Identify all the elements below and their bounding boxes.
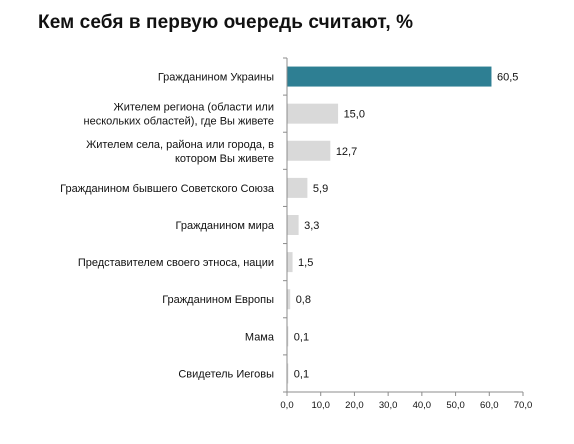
category-label-line: Гражданином мира bbox=[176, 220, 275, 232]
value-label: 60,5 bbox=[497, 72, 518, 84]
category-label: Свидетель Иеговы bbox=[178, 368, 274, 380]
x-tick-label: 20,0 bbox=[345, 400, 364, 411]
bar bbox=[287, 363, 289, 384]
category-label-line: Представителем своего этноса, нации bbox=[78, 257, 274, 269]
category-label: Гражданином бывшего Советского Союза bbox=[60, 183, 275, 195]
bar bbox=[287, 289, 291, 310]
category-label-line: Жителем региона (области или bbox=[114, 102, 274, 114]
bar bbox=[287, 140, 331, 161]
category-label-line: Мама bbox=[245, 331, 275, 343]
category-label: Гражданином Европы bbox=[162, 294, 274, 306]
value-label: 12,7 bbox=[336, 146, 357, 158]
category-label-line: нескольких областей), где Вы живете bbox=[84, 116, 275, 128]
x-tick-label: 0,0 bbox=[280, 400, 293, 411]
bar bbox=[287, 215, 299, 235]
category-label: Жителем села, района или города, в которо… bbox=[86, 139, 274, 165]
x-tick-label: 60,0 bbox=[480, 400, 499, 411]
bar bbox=[287, 326, 289, 347]
bar bbox=[287, 177, 308, 198]
category-label-line: Гражданином Украины bbox=[158, 72, 274, 84]
value-label: 5,9 bbox=[313, 183, 328, 195]
category-label: Жителем региона (области или нескольких о… bbox=[84, 102, 275, 128]
category-label-line: Свидетель Иеговы bbox=[178, 368, 274, 380]
value-label: 15,0 bbox=[344, 109, 365, 121]
category-label-line: котором Вы живете bbox=[175, 153, 274, 165]
value-label: 3,3 bbox=[304, 220, 319, 232]
x-tick-label: 70,0 bbox=[514, 400, 533, 411]
bar bbox=[287, 252, 293, 273]
category-label: Гражданином мира bbox=[176, 220, 275, 232]
category-label: Гражданином Украины bbox=[158, 72, 274, 84]
value-label: 0,1 bbox=[294, 368, 309, 380]
x-tick-label: 40,0 bbox=[413, 400, 432, 411]
value-label: 0,8 bbox=[296, 294, 311, 306]
category-label-line: Жителем села, района или города, в bbox=[86, 139, 274, 151]
bar bbox=[287, 66, 492, 87]
category-label-line: Гражданином Европы bbox=[162, 294, 274, 306]
category-label: Представителем своего этноса, нации bbox=[78, 257, 274, 269]
x-tick-label: 10,0 bbox=[311, 400, 330, 411]
category-label: Мама bbox=[245, 331, 275, 343]
value-label: 1,5 bbox=[298, 257, 313, 269]
bar bbox=[287, 103, 339, 124]
chart-title: Кем себя в первую очередь считают, % bbox=[38, 12, 414, 33]
value-label: 0,1 bbox=[294, 331, 309, 343]
x-tick-label: 50,0 bbox=[446, 400, 465, 411]
category-label-line: Гражданином бывшего Советского Союза bbox=[60, 183, 275, 195]
x-tick-label: 30,0 bbox=[379, 400, 398, 411]
